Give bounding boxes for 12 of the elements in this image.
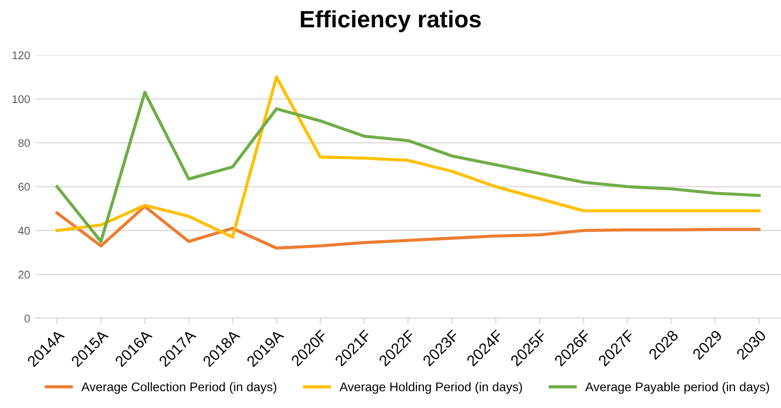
y-tick-label: 80 bbox=[18, 139, 30, 147]
line-series bbox=[56, 204, 761, 250]
y-tick-label: 0 bbox=[24, 314, 30, 322]
y-tick-label: 40 bbox=[18, 226, 30, 235]
y-tick-label: 60 bbox=[18, 182, 30, 191]
y-tick-label: 120 bbox=[12, 51, 30, 60]
legend-label: Average Collection Period (in days) bbox=[81, 382, 276, 394]
y-tick-label: 20 bbox=[18, 270, 30, 279]
chart-title: Efficiency ratios bbox=[300, 10, 481, 32]
y-tick-label: 100 bbox=[12, 95, 30, 104]
legend-label: Average Payable period (in days) bbox=[585, 382, 770, 394]
legend-label: Average Holding Period (in days) bbox=[340, 382, 522, 394]
